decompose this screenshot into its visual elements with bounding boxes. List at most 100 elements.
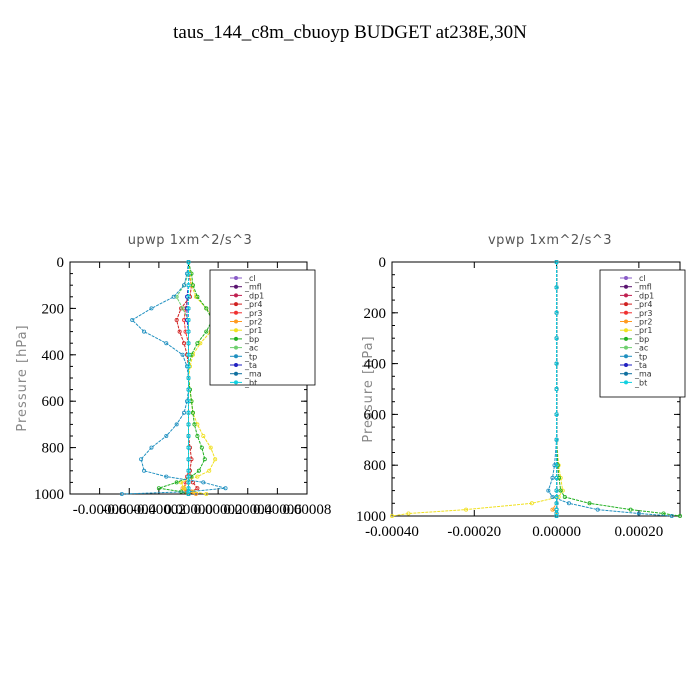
legend-label: _cl (634, 274, 646, 283)
legend-label: _dp1 (244, 291, 264, 300)
data-point (186, 306, 191, 311)
data-point (204, 306, 209, 311)
data-point (558, 488, 563, 493)
legend-label: _ac (634, 344, 648, 353)
data-point (554, 514, 559, 519)
x-tick-label: -0.00006 (73, 502, 127, 518)
legend-marker (624, 328, 628, 333)
data-point (186, 341, 191, 346)
legend-entry: _ma (620, 370, 652, 379)
data-point (156, 486, 161, 491)
series-line (176, 262, 189, 494)
legend-entry: _pr1 (620, 326, 652, 335)
legend-marker (624, 380, 628, 385)
data-point (171, 294, 176, 299)
legend-label: _pr2 (244, 318, 262, 327)
data-point (554, 336, 559, 341)
data-point (554, 412, 559, 417)
legend-label: _ta (244, 361, 257, 370)
y-tick-label: 600 (364, 407, 387, 423)
data-point (550, 507, 555, 512)
data-point (554, 494, 559, 499)
data-point (566, 501, 571, 506)
x-tick-label: 0.00004 (223, 502, 272, 518)
data-point (202, 457, 207, 462)
data-point (186, 283, 191, 288)
data-point (195, 486, 200, 491)
y-tick-label: 400 (364, 357, 387, 373)
legend-label: _ma (244, 370, 262, 379)
legend-entry: _pr3 (230, 309, 262, 318)
data-point (678, 514, 683, 519)
y-tick-label: 600 (42, 394, 65, 410)
legend-entry: _mfl (230, 283, 262, 292)
data-point (182, 341, 187, 346)
data-point (190, 283, 195, 288)
data-point (186, 433, 191, 438)
legend-marker (234, 310, 238, 315)
legend-marker (624, 302, 628, 307)
legend-marker (234, 319, 238, 324)
legend-label: _bp (634, 335, 649, 344)
legend-marker (624, 354, 628, 359)
legend-entry: _cl (620, 274, 646, 283)
legend-label: _mfl (634, 283, 652, 292)
data-point (149, 306, 154, 311)
data-point (186, 489, 191, 494)
x-tick-label: -0.00002 (132, 502, 186, 518)
data-point (552, 463, 557, 468)
data-point (554, 507, 559, 512)
data-point (177, 329, 182, 334)
data-point (186, 468, 191, 473)
y-axis-label: Pressure [hPa] (15, 324, 30, 431)
data-point (174, 422, 179, 427)
legend-marker (624, 319, 628, 324)
legend-entry: _ma (230, 370, 262, 379)
legend-entry: _ac (620, 344, 648, 353)
data-point (628, 507, 633, 512)
legend-entry: _pr2 (620, 318, 652, 327)
series-line (556, 262, 681, 517)
legend-label: _bt (244, 378, 257, 387)
legend-label: _pr1 (634, 326, 652, 335)
data-point (182, 486, 187, 491)
legend-marker (624, 276, 628, 280)
series-line (551, 262, 558, 516)
y-tick-label: 1000 (34, 487, 64, 503)
data-point (636, 511, 641, 516)
panel-1: upwp 1xm^2/s^3 Pressure [hPa] 0 200 400 600 80… (15, 233, 331, 518)
series-line (121, 261, 226, 495)
data-point (554, 488, 559, 493)
data-point (406, 511, 411, 516)
data-point (554, 285, 559, 290)
data-point (554, 361, 559, 366)
x-tick-label: -0.00040 (365, 524, 419, 540)
legend-entry: _dp1 (620, 291, 654, 300)
data-point (550, 494, 555, 499)
data-point (595, 507, 600, 512)
x-tick-label: 0.00000 (164, 502, 213, 518)
data-point (213, 457, 218, 462)
legend-label: _cl (244, 274, 256, 283)
data-point (558, 475, 563, 480)
y-tick-label: 400 (42, 348, 65, 364)
y-tick-label: 800 (42, 441, 65, 457)
data-point (195, 474, 200, 479)
legend-label: _tp (244, 352, 257, 361)
data-point (142, 468, 147, 473)
data-point (223, 486, 228, 491)
data-point (185, 399, 190, 404)
data-point (529, 501, 534, 506)
legend-entry: _bt (620, 378, 647, 387)
data-point (554, 259, 559, 264)
data-point (186, 352, 191, 357)
legend-label: _ta (634, 361, 647, 370)
data-point (554, 475, 559, 480)
data-point (199, 445, 204, 450)
series-line (181, 262, 197, 495)
data-point (164, 474, 169, 479)
legend-label: _ma (634, 370, 652, 379)
data-point (186, 445, 191, 450)
data-point (186, 410, 191, 415)
legend-entry: _pr3 (620, 309, 652, 318)
